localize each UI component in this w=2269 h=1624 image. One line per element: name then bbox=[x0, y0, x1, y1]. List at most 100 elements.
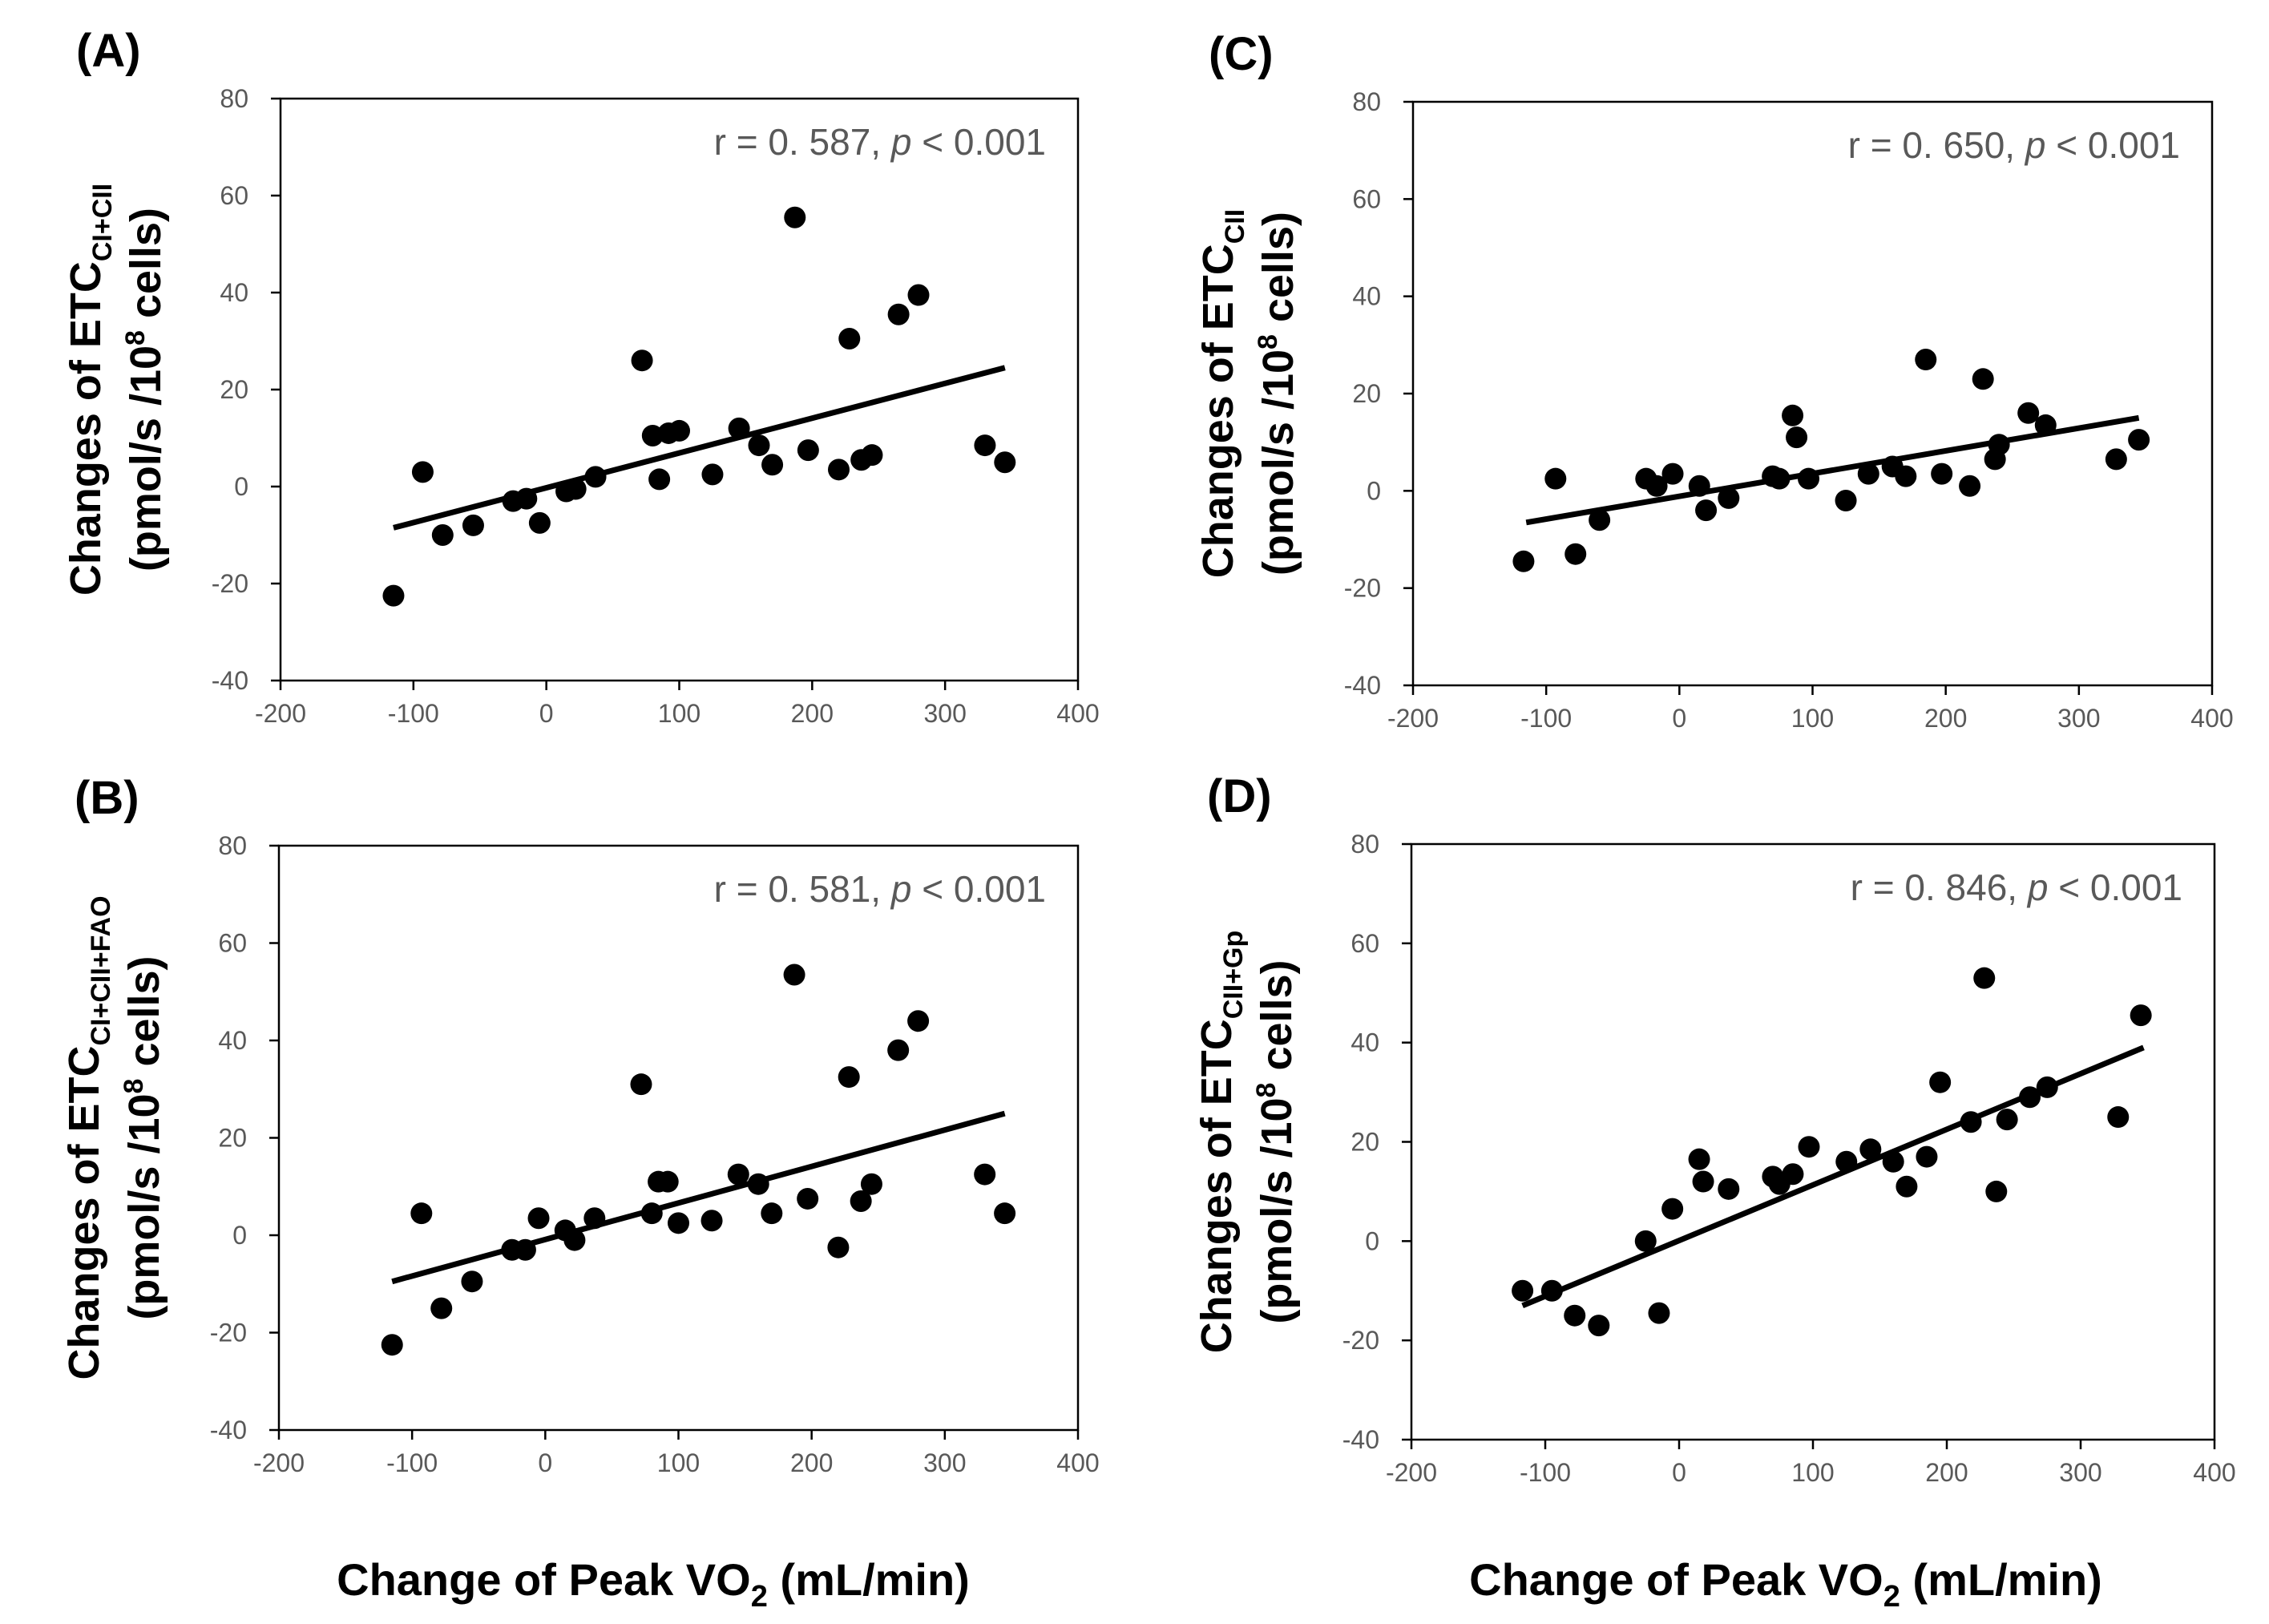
x-tick-label-a-6: 400 bbox=[1056, 699, 1099, 728]
panel-a: (A)-200 -100 0 100 200 300 400-40-20020406080r… bbox=[62, 25, 1100, 728]
x-tick-label-b-0: -200 bbox=[253, 1448, 305, 1477]
x-tick-label-d-4: 200 bbox=[1925, 1458, 1968, 1487]
data-point-c-0 bbox=[1512, 550, 1535, 572]
x-tick-label-b-3: 100 bbox=[657, 1448, 700, 1477]
panel-label-a: (A) bbox=[76, 25, 141, 77]
data-point-d-20 bbox=[1960, 1111, 1982, 1133]
data-point-b-2 bbox=[430, 1297, 453, 1319]
data-point-a-0 bbox=[382, 584, 405, 607]
data-point-d-4 bbox=[1634, 1230, 1657, 1252]
data-point-d-1 bbox=[1540, 1279, 1563, 1302]
x-tick-label-c-4: 200 bbox=[1924, 704, 1967, 733]
y-tick-label-d-2: 0 bbox=[1365, 1226, 1379, 1255]
panel-c: (C)-200 -100 0 100 200 300 400-40-20020406080r… bbox=[1194, 28, 2234, 733]
y-axis-title-subscript-d: CII+Gp bbox=[1218, 931, 1249, 1020]
y-tick-label-a-5: 60 bbox=[220, 181, 248, 210]
y-axis-title-line1-b: Changes of ETCCI+CII+FAO bbox=[60, 895, 116, 1380]
trend-line-a bbox=[393, 365, 1006, 531]
data-point-b-20 bbox=[783, 963, 805, 986]
correlation-r-a: r = 0. 587, bbox=[714, 121, 891, 163]
data-point-a-8 bbox=[564, 478, 587, 500]
data-point-b-10 bbox=[630, 1073, 652, 1096]
y-axis-title-line1-c: Changes of ETCCII bbox=[1194, 209, 1250, 578]
x-axis-title-left-main: Change of Peak VO bbox=[337, 1554, 751, 1605]
y-axis-title-prefix-d: Changes of ETC bbox=[1193, 1019, 1241, 1353]
x-tick-label-a-0: -200 bbox=[255, 699, 306, 728]
data-point-b-25 bbox=[887, 1039, 910, 1061]
data-point-c-14 bbox=[1798, 467, 1820, 490]
y-axis-title-line2-a: (pmol/s /108 cells) bbox=[120, 208, 170, 572]
data-point-c-24 bbox=[1988, 434, 2010, 456]
correlation-r-b: r = 0. 581, bbox=[714, 868, 891, 910]
data-point-c-22 bbox=[1972, 368, 1994, 390]
y-axis-title-prefix-a: Changes of ETC bbox=[62, 261, 110, 596]
y-axis-title-line1-d: Changes of ETCCII+Gp bbox=[1193, 931, 1249, 1354]
data-point-d-5 bbox=[1648, 1302, 1670, 1324]
y-tick-label-c-4: 40 bbox=[1352, 282, 1381, 311]
y-axis-title-line1-a: Changes of ETCCI+CII bbox=[62, 184, 118, 596]
correlation-annotation-c: r = 0. 650, p < 0.001 bbox=[1848, 124, 2180, 166]
data-point-b-18 bbox=[761, 1202, 783, 1225]
data-point-d-17 bbox=[1896, 1175, 1918, 1198]
data-point-b-26 bbox=[907, 1010, 930, 1032]
data-point-c-28 bbox=[2128, 429, 2150, 451]
x-axis-title-left: Change of Peak VO2 (mL/min) bbox=[337, 1554, 970, 1614]
data-point-c-3 bbox=[1589, 509, 1611, 531]
y-axis-title-line2-b: (pmol/s /108 cells) bbox=[119, 955, 168, 1319]
y-axis-title-prefix-c: Changes of ETC bbox=[1194, 244, 1242, 578]
x-axis-title-right-main: Change of Peak VO bbox=[1469, 1554, 1883, 1605]
x-tick-label-b-6: 400 bbox=[1056, 1448, 1099, 1477]
x-axis-title-right: Change of Peak VO2 (mL/min) bbox=[1469, 1554, 2102, 1614]
y-tick-label-c-0: -40 bbox=[1344, 671, 1381, 700]
y-tick-label-a-0: -40 bbox=[212, 666, 248, 695]
data-point-d-16 bbox=[1882, 1150, 1904, 1173]
data-point-d-21 bbox=[1973, 967, 1996, 989]
data-point-d-18 bbox=[1916, 1145, 1938, 1168]
data-point-b-21 bbox=[827, 1236, 850, 1258]
data-point-c-16 bbox=[1857, 463, 1879, 485]
correlation-annotation-d: r = 0. 846, p < 0.001 bbox=[1851, 867, 2182, 908]
correlation-p-a: p bbox=[890, 121, 912, 163]
data-point-a-28 bbox=[994, 451, 1016, 474]
correlation-threshold-c: < 0.001 bbox=[2045, 124, 2180, 166]
trend-line-b bbox=[391, 1110, 1006, 1285]
y-tick-label-a-3: 20 bbox=[220, 375, 248, 404]
y-axis-title-unit-sup-d: 8 bbox=[1251, 1083, 1282, 1098]
data-point-b-24 bbox=[860, 1173, 882, 1195]
data-point-b-13 bbox=[656, 1170, 679, 1193]
data-point-d-12 bbox=[1782, 1163, 1804, 1186]
plot-frame-c bbox=[1411, 100, 2214, 687]
data-point-c-15 bbox=[1835, 489, 1857, 511]
data-point-a-9 bbox=[584, 466, 607, 488]
data-point-c-25 bbox=[2017, 402, 2040, 424]
data-point-a-3 bbox=[462, 514, 484, 536]
y-tick-label-c-3: 20 bbox=[1352, 379, 1381, 408]
data-point-b-16 bbox=[727, 1163, 749, 1186]
data-point-d-24 bbox=[2019, 1086, 2041, 1109]
y-tick-label-b-3: 20 bbox=[218, 1124, 247, 1153]
y-tick-label-a-6: 80 bbox=[220, 84, 248, 113]
correlation-threshold-b: < 0.001 bbox=[911, 868, 1046, 910]
correlation-p-c: p bbox=[2024, 124, 2046, 166]
data-point-b-15 bbox=[700, 1210, 723, 1232]
data-point-a-1 bbox=[411, 461, 434, 483]
panel-label-c: (C) bbox=[1209, 28, 1274, 80]
y-tick-label-a-1: -20 bbox=[212, 569, 248, 598]
y-axis-title-unit-post-d: cells) bbox=[1253, 959, 1301, 1082]
data-point-a-11 bbox=[641, 424, 664, 446]
data-point-d-23 bbox=[1996, 1109, 2018, 1131]
data-point-a-19 bbox=[797, 439, 819, 462]
y-tick-label-b-0: -40 bbox=[210, 1416, 247, 1444]
data-point-b-27 bbox=[974, 1163, 996, 1186]
data-point-b-6 bbox=[527, 1207, 550, 1230]
data-point-d-13 bbox=[1798, 1136, 1820, 1158]
x-tick-label-b-2: 0 bbox=[538, 1448, 552, 1477]
x-tick-label-c-6: 400 bbox=[2190, 704, 2233, 733]
y-axis-title-unit-pre-c: (pmol/s /10 bbox=[1254, 349, 1302, 576]
x-axis-title-right-tail: (mL/min) bbox=[1900, 1554, 2102, 1605]
data-point-d-26 bbox=[2107, 1106, 2130, 1129]
y-axis-title-unit-pre-a: (pmol/s /10 bbox=[122, 345, 170, 572]
x-tick-label-c-2: 0 bbox=[1672, 704, 1686, 733]
correlation-r-c: r = 0. 650, bbox=[1848, 124, 2025, 166]
trend-line-c bbox=[1525, 414, 2140, 526]
